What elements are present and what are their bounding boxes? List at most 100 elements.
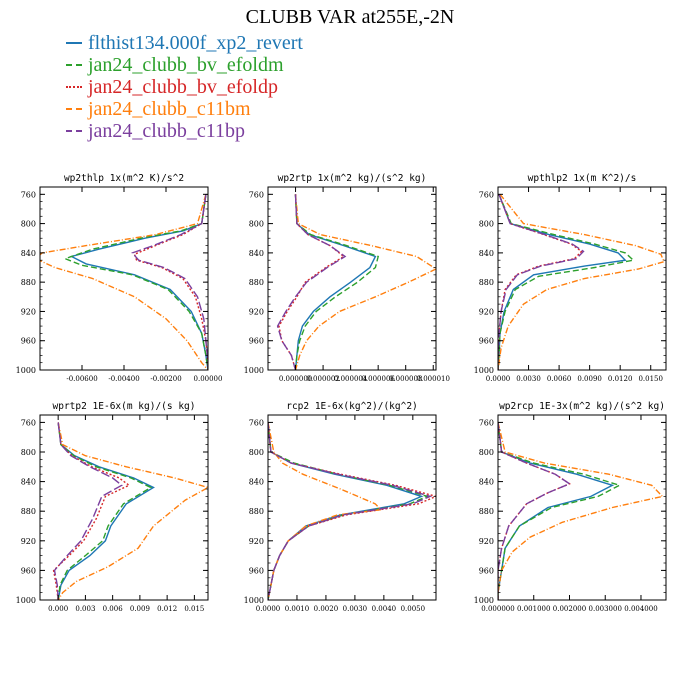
y-tick-label: 760 bbox=[249, 190, 264, 199]
y-tick-label: 880 bbox=[479, 278, 494, 287]
x-tick-label: 0.0120 bbox=[608, 375, 633, 383]
x-tick-label: -0.00200 bbox=[150, 375, 181, 383]
plot-frame bbox=[39, 414, 209, 601]
y-tick-label: 800 bbox=[479, 220, 494, 229]
y-tick-label: 960 bbox=[21, 337, 36, 346]
x-tick-label: 0.000 bbox=[48, 605, 68, 613]
legend-item: jan24_clubb_c11bm bbox=[66, 98, 303, 120]
y-tick-label: 800 bbox=[249, 220, 264, 229]
figure-title: CLUBB VAR at255E,-2N bbox=[245, 6, 455, 28]
legend-swatch bbox=[66, 86, 82, 88]
plot-frame bbox=[267, 414, 437, 601]
y-tick-label: 760 bbox=[249, 418, 264, 427]
plot-frame bbox=[497, 414, 667, 601]
x-tick-label: 0.009 bbox=[130, 605, 150, 613]
legend-item: jan24_clubb_c11bp bbox=[66, 120, 303, 142]
series-line bbox=[498, 422, 664, 600]
series-line bbox=[278, 194, 345, 370]
series-line bbox=[131, 194, 208, 370]
chart-panel: wpthlp2 1x(m K^2)/s 760 800 840 880 920 960 100… bbox=[474, 173, 667, 383]
y-tick-label: 880 bbox=[249, 507, 264, 516]
series-line bbox=[294, 194, 380, 370]
series-line bbox=[268, 422, 383, 600]
x-tick-label: 0.000000 bbox=[481, 605, 514, 613]
y-tick-label: 920 bbox=[21, 537, 36, 546]
series-line bbox=[133, 194, 208, 370]
series-line bbox=[294, 194, 377, 370]
series-group bbox=[498, 422, 664, 600]
y-tick-label: 880 bbox=[249, 278, 264, 287]
x-tick-label: 0.0050 bbox=[401, 605, 426, 613]
series-group bbox=[268, 422, 436, 600]
legend-item: jan24_clubb_bv_efoldp bbox=[66, 76, 303, 98]
series-line bbox=[63, 194, 208, 370]
y-tick-label: 960 bbox=[479, 337, 494, 346]
legend-swatch bbox=[66, 130, 82, 132]
y-tick-label: 1000 bbox=[474, 596, 494, 605]
x-tick-label: -0.00400 bbox=[108, 375, 139, 383]
series-line bbox=[498, 193, 665, 370]
chart-title: wp2thlp 1x(m^2 K)/s^2 bbox=[64, 173, 184, 184]
x-tick-label: 0.000000 bbox=[279, 375, 312, 383]
x-tick-label: 0.003 bbox=[75, 605, 95, 613]
series-line bbox=[498, 194, 627, 370]
y-tick-label: 760 bbox=[479, 418, 494, 427]
x-tick-label: 0.0000 bbox=[486, 375, 511, 383]
plot-frame bbox=[497, 186, 667, 371]
y-tick-label: 760 bbox=[21, 190, 36, 199]
chart-title: wp2rcp 1E-3x(m^2 kg)/(s^2 kg) bbox=[499, 401, 665, 412]
x-tick-label: 0.0040 bbox=[372, 605, 397, 613]
plot-frame bbox=[39, 186, 209, 371]
chart-title: wp2rtp 1x(m^2 kg)/(s^2 kg) bbox=[278, 173, 427, 184]
y-tick-label: 1000 bbox=[16, 596, 36, 605]
series-group bbox=[276, 194, 436, 370]
legend-item: flthist134.000f_xp2_revert bbox=[66, 32, 303, 54]
legend-swatch bbox=[66, 108, 82, 110]
legend-label: jan24_clubb_bv_efoldp bbox=[88, 76, 278, 98]
x-tick-label: 0.0060 bbox=[547, 375, 572, 383]
legend-label: jan24_clubb_c11bm bbox=[88, 98, 251, 120]
series-line bbox=[57, 422, 208, 600]
series-group bbox=[52, 422, 208, 600]
y-tick-label: 920 bbox=[249, 537, 264, 546]
series-line bbox=[40, 194, 208, 370]
series-line bbox=[268, 422, 433, 600]
series-line bbox=[498, 194, 635, 370]
chart-panel: wp2thlp 1x(m^2 K)/s^2 760 800 840 880 920 960 1… bbox=[16, 173, 223, 383]
chart-title: rcp2 1E-6x(kg^2)/(kg^2) bbox=[286, 401, 418, 412]
x-tick-label: 0.006 bbox=[103, 605, 124, 613]
x-tick-label: 0.015 bbox=[184, 605, 204, 613]
x-tick-label: 0.004000 bbox=[624, 605, 657, 613]
x-tick-label: 0.000002 bbox=[306, 375, 339, 383]
x-tick-label: 0.0000 bbox=[256, 605, 281, 613]
y-tick-label: 760 bbox=[479, 190, 494, 199]
y-tick-label: 880 bbox=[21, 507, 36, 516]
y-tick-label: 960 bbox=[249, 337, 264, 346]
legend-swatch bbox=[66, 64, 82, 66]
y-tick-label: 880 bbox=[479, 507, 494, 516]
series-line bbox=[498, 422, 571, 600]
y-tick-label: 1000 bbox=[474, 366, 494, 375]
series-line bbox=[268, 422, 430, 600]
x-tick-label: 0.012 bbox=[157, 605, 177, 613]
series-line bbox=[268, 422, 436, 600]
y-tick-label: 840 bbox=[21, 249, 36, 258]
chart-panel: wprtp2 1E-6x(m kg)/(s kg) 760 800 840 880 920… bbox=[16, 401, 209, 613]
x-tick-label: 0.0020 bbox=[314, 605, 339, 613]
x-tick-label: 0.0030 bbox=[516, 375, 541, 383]
x-tick-label: 0.003000 bbox=[589, 605, 622, 613]
series-line bbox=[53, 422, 123, 600]
y-tick-label: 920 bbox=[479, 307, 494, 316]
y-tick-label: 840 bbox=[249, 249, 264, 258]
series-line bbox=[294, 194, 436, 370]
series-group bbox=[40, 194, 208, 370]
y-tick-label: 1000 bbox=[244, 596, 264, 605]
x-tick-label: 0.0150 bbox=[638, 375, 663, 383]
y-tick-label: 960 bbox=[479, 566, 494, 575]
plot-frame bbox=[267, 186, 437, 371]
x-tick-label: 0.000004 bbox=[334, 375, 368, 383]
series-line bbox=[498, 422, 615, 600]
series-line bbox=[276, 194, 347, 370]
chart-panel: wp2rcp 1E-3x(m^2 kg)/(s^2 kg) 760 800 840 88… bbox=[474, 401, 667, 613]
